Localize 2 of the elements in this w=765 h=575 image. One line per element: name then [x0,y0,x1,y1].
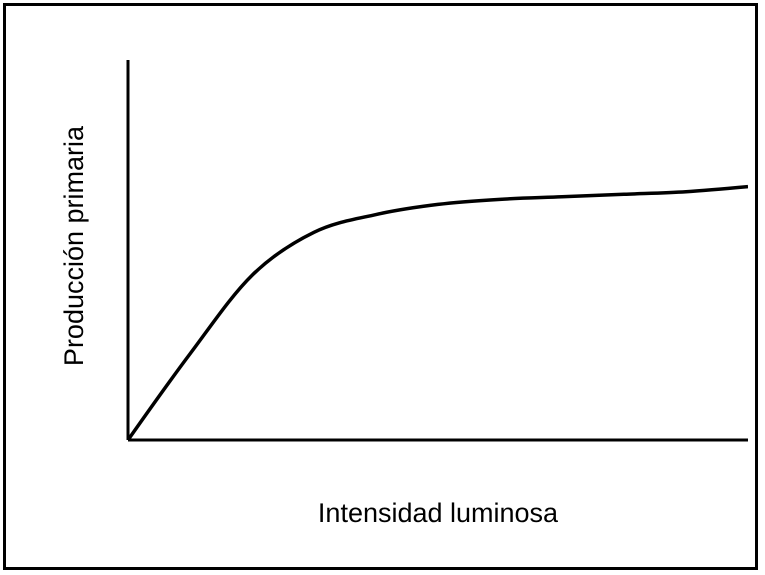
x-axis-title: Intensidad luminosa [316,498,560,529]
y-axis-title: Producción primaria [58,124,90,368]
